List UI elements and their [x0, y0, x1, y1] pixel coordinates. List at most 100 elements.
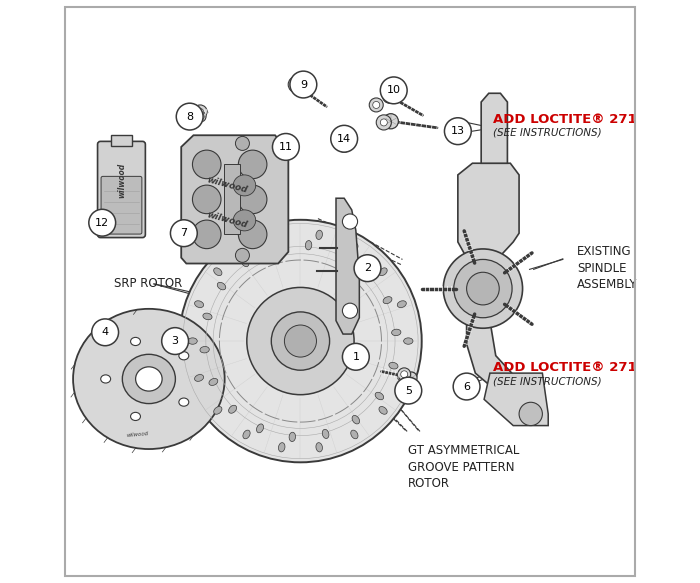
- Ellipse shape: [279, 230, 285, 240]
- Circle shape: [290, 79, 304, 93]
- Ellipse shape: [256, 424, 263, 433]
- Text: 9: 9: [300, 79, 307, 90]
- Ellipse shape: [398, 374, 406, 381]
- Circle shape: [383, 114, 398, 129]
- Circle shape: [376, 115, 391, 130]
- Text: 12: 12: [95, 217, 109, 228]
- Text: wilwood: wilwood: [164, 332, 186, 339]
- Circle shape: [195, 111, 206, 122]
- Ellipse shape: [364, 269, 372, 277]
- Polygon shape: [484, 373, 548, 426]
- Text: wilwood: wilwood: [117, 163, 126, 198]
- Circle shape: [369, 98, 383, 112]
- Ellipse shape: [279, 442, 285, 452]
- Ellipse shape: [209, 378, 218, 385]
- Circle shape: [340, 136, 345, 142]
- Ellipse shape: [316, 230, 323, 240]
- Ellipse shape: [179, 352, 189, 360]
- Ellipse shape: [243, 430, 250, 439]
- Ellipse shape: [195, 301, 204, 308]
- Text: (SEE INSTRUCTIONS): (SEE INSTRUCTIONS): [493, 128, 601, 138]
- Text: 1: 1: [352, 352, 359, 362]
- Circle shape: [467, 272, 499, 305]
- Polygon shape: [458, 163, 528, 405]
- Circle shape: [162, 328, 188, 354]
- Circle shape: [335, 134, 354, 152]
- Circle shape: [235, 248, 249, 262]
- Ellipse shape: [203, 313, 212, 319]
- Circle shape: [395, 377, 421, 404]
- Text: 8: 8: [186, 111, 193, 122]
- Text: EXISTING
SPINDLE
ASSEMBLY: EXISTING SPINDLE ASSEMBLY: [578, 245, 638, 291]
- Circle shape: [170, 220, 197, 247]
- Polygon shape: [181, 135, 288, 264]
- Ellipse shape: [233, 175, 256, 196]
- Text: 7: 7: [181, 228, 188, 238]
- Circle shape: [176, 103, 203, 130]
- Ellipse shape: [195, 374, 204, 381]
- Circle shape: [278, 138, 296, 156]
- Circle shape: [293, 81, 300, 88]
- Text: 4: 4: [102, 327, 108, 338]
- Circle shape: [235, 136, 249, 150]
- Circle shape: [239, 185, 267, 213]
- Ellipse shape: [379, 406, 387, 415]
- Ellipse shape: [391, 329, 401, 336]
- Circle shape: [380, 77, 407, 104]
- Circle shape: [284, 325, 316, 357]
- Ellipse shape: [131, 412, 141, 420]
- Circle shape: [398, 368, 411, 381]
- Circle shape: [380, 119, 387, 126]
- Circle shape: [193, 150, 221, 178]
- Ellipse shape: [375, 392, 384, 400]
- Circle shape: [92, 319, 118, 346]
- Circle shape: [405, 372, 417, 384]
- Ellipse shape: [73, 309, 225, 449]
- Ellipse shape: [352, 416, 360, 424]
- Ellipse shape: [337, 250, 344, 258]
- Ellipse shape: [351, 243, 358, 252]
- Circle shape: [342, 343, 369, 370]
- Ellipse shape: [229, 405, 237, 413]
- Ellipse shape: [272, 244, 279, 253]
- Ellipse shape: [136, 367, 162, 391]
- Circle shape: [443, 249, 523, 328]
- Circle shape: [247, 287, 354, 395]
- Ellipse shape: [217, 282, 225, 290]
- Circle shape: [89, 209, 116, 236]
- Ellipse shape: [214, 406, 222, 415]
- Circle shape: [290, 71, 317, 98]
- Circle shape: [354, 255, 381, 282]
- Ellipse shape: [131, 338, 141, 346]
- Circle shape: [239, 150, 267, 178]
- Text: ADD LOCTITE® 271: ADD LOCTITE® 271: [493, 113, 636, 126]
- Text: ADD LOCTITE® 271: ADD LOCTITE® 271: [493, 361, 636, 374]
- FancyBboxPatch shape: [101, 176, 142, 234]
- Circle shape: [193, 105, 207, 119]
- Text: GT ASYMMETRICAL
GROOVE PATTERN
ROTOR: GT ASYMMETRICAL GROOVE PATTERN ROTOR: [408, 444, 519, 490]
- Circle shape: [400, 371, 407, 378]
- Ellipse shape: [383, 297, 392, 304]
- Ellipse shape: [179, 398, 189, 406]
- Circle shape: [272, 134, 300, 160]
- Circle shape: [288, 76, 304, 93]
- Text: wilwood: wilwood: [206, 210, 248, 230]
- Text: 2: 2: [364, 263, 371, 273]
- Ellipse shape: [289, 432, 295, 441]
- Circle shape: [186, 108, 199, 122]
- Ellipse shape: [351, 430, 358, 439]
- Circle shape: [519, 402, 542, 426]
- Ellipse shape: [322, 429, 329, 438]
- Circle shape: [372, 101, 379, 108]
- Circle shape: [342, 214, 358, 229]
- Circle shape: [197, 113, 204, 120]
- Circle shape: [283, 143, 291, 151]
- Text: 13: 13: [451, 126, 465, 136]
- Circle shape: [331, 125, 358, 152]
- Circle shape: [453, 373, 480, 400]
- Ellipse shape: [316, 442, 323, 452]
- Circle shape: [197, 108, 204, 115]
- Circle shape: [179, 220, 421, 462]
- Ellipse shape: [389, 363, 398, 369]
- Ellipse shape: [233, 210, 256, 231]
